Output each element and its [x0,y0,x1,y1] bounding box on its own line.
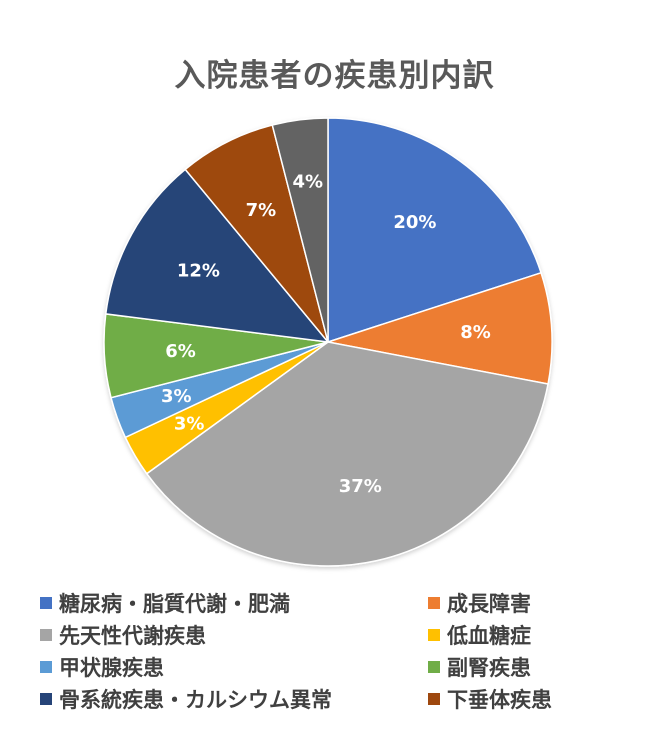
legend-swatch [40,629,52,641]
legend-item: 副腎疾患 [428,652,531,682]
pie-data-label: 20% [393,212,436,233]
pie-data-label: 3% [161,386,192,407]
legend-swatch [40,693,52,705]
pie-slice [327,117,542,344]
legend-swatch [428,693,440,705]
pie-data-label: 6% [165,341,196,362]
legend-swatch [428,629,440,641]
pie-slice [145,341,549,567]
legend-label: 低血糖症 [447,624,531,648]
pie-data-labels: 20% 8% 37% 3% 3% 6% 12% 7% 4% [161,172,491,497]
legend-item: 骨系統疾患・カルシウム異常 [40,684,332,714]
legend-item: 低血糖症 [428,620,531,650]
pie-data-label: 37% [339,476,382,497]
legend-swatch [40,597,52,609]
legend-item: 先天性代謝疾患 [40,620,206,650]
pie-data-label: 12% [177,260,220,281]
pie-data-label: 4% [293,172,324,193]
legend-swatch [40,661,52,673]
pie-slices [103,117,553,567]
pie-slice [271,117,329,343]
legend-label: 骨系統疾患・カルシウム異常 [59,688,332,712]
pie-slice [104,168,330,343]
pie-slice [327,271,553,385]
legend: 糖尿病・脂質代謝・肥満 成長障害先天性代謝疾患 低血糖症甲状腺疾患 副腎疾患骨系統疾患… [0,583,669,733]
legend-label: 成長障害 [447,592,531,616]
legend-swatch [428,597,440,609]
legend-item: 甲状腺疾患 [40,652,164,682]
legend-label: 糖尿病・脂質代謝・肥満 [59,592,290,616]
legend-label: 下垂体疾患 [447,688,552,712]
legend-swatch [428,661,440,673]
legend-item: 下垂体疾患 [428,684,552,714]
legend-label: 先天性代謝疾患 [59,624,206,648]
legend-label: 副腎疾患 [447,656,531,680]
legend-item: 成長障害 [428,588,531,618]
legend-label: 甲状腺疾患 [59,656,164,680]
chart-title: 入院患者の疾患別内訳 [174,58,495,94]
legend-item: 糖尿病・脂質代謝・肥満 [40,588,290,618]
pie-data-label: 7% [246,200,277,221]
pie-data-label: 8% [460,322,491,343]
pie-chart: 20% 8% 37% 3% 3% 6% 12% 7% 4% [103,117,553,567]
pie-data-label: 3% [174,414,205,435]
